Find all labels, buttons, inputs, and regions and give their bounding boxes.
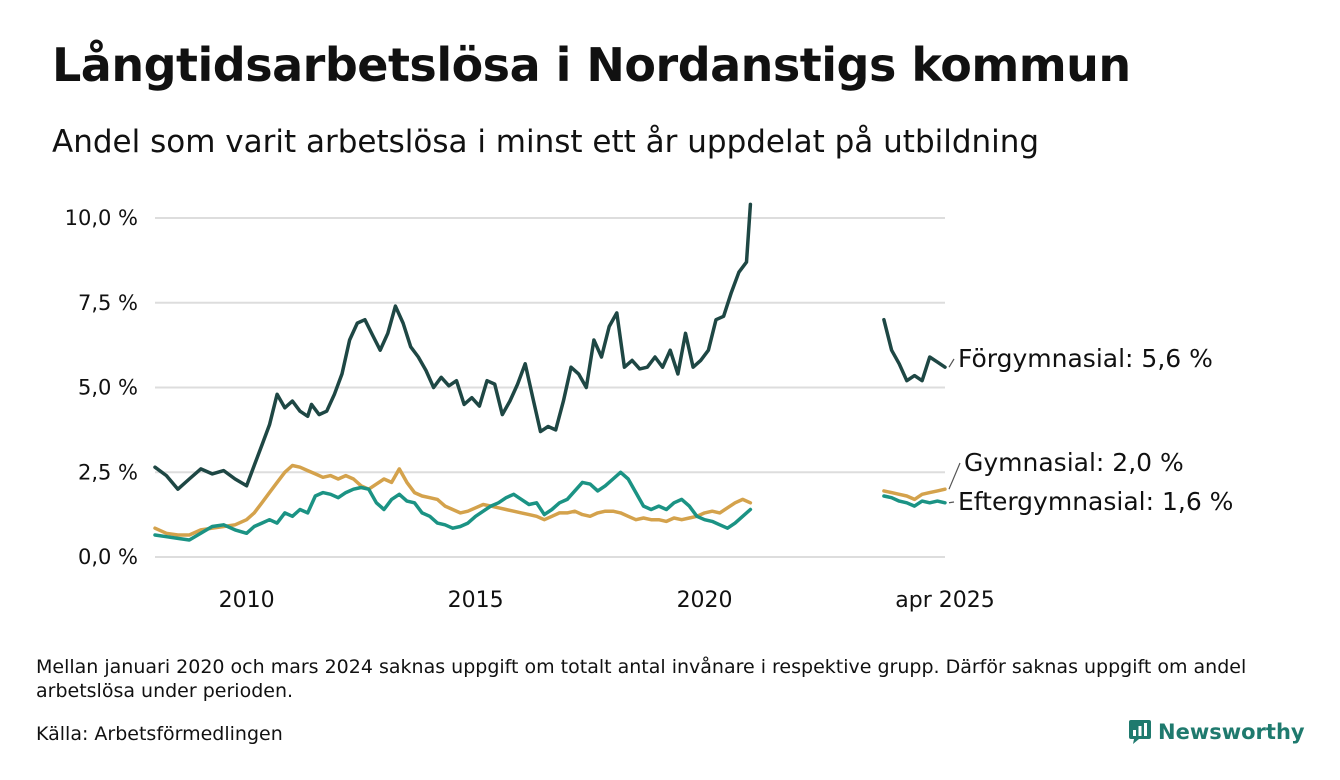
y-tick-label: 7,5 % [78,291,138,315]
series-line-gymnasial [882,487,947,502]
x-tick-label: 2010 [219,588,275,613]
y-tick-label: 0,0 % [78,545,138,569]
y-axis-ticks: 0,0 % 2,5 % 5,0 % 7,5 % 10,0 % [65,206,138,569]
series-end-label: Förgymnasial: 5,6 % [958,344,1213,373]
x-axis-ticks: 2010 2015 2020 apr 2025 [219,588,995,613]
gridlines [155,217,945,558]
series-line-eftergymnasial [153,470,753,542]
series-line-gymnasial [153,463,753,537]
brand-name: Newsworthy [1158,720,1305,744]
x-tick-label: apr 2025 [895,588,994,613]
series-end-label: Gymnasial: 2,0 % [964,448,1184,477]
series-lines [153,202,947,542]
y-tick-label: 2,5 % [78,460,138,484]
brand-logo: Newsworthy [1128,716,1305,748]
y-tick-label: 10,0 % [65,206,138,230]
series-end-label: Eftergymnasial: 1,6 % [958,487,1233,516]
series-line-förgymnasial [153,202,753,491]
chart-subtitle: Andel som varit arbetslösa i minst ett å… [52,124,1040,160]
label-leader-line [948,358,955,368]
x-tick-label: 2015 [448,588,504,613]
y-tick-label: 5,0 % [78,376,138,400]
x-tick-label: 2020 [677,588,733,613]
chart-title: Långtidsarbetslösa i Nordanstigs kommun [52,38,1131,92]
series-line-eftergymnasial [882,494,947,508]
footnote: Mellan januari 2020 och mars 2024 saknas… [36,656,1247,702]
label-leader-line [948,462,961,490]
line-chart: 0,0 % 2,5 % 5,0 % 7,5 % 10,0 % 2010 2015 2020 a… [65,202,1233,613]
label-leader-line [948,501,955,504]
bar-chart-icon [1129,720,1151,744]
series-line-förgymnasial [882,317,947,383]
series-end-labels: Förgymnasial: 5,6 % Gymnasial: 2,0 % Efter… [948,344,1233,516]
source-note: Källa: Arbetsförmedlingen [36,723,283,745]
